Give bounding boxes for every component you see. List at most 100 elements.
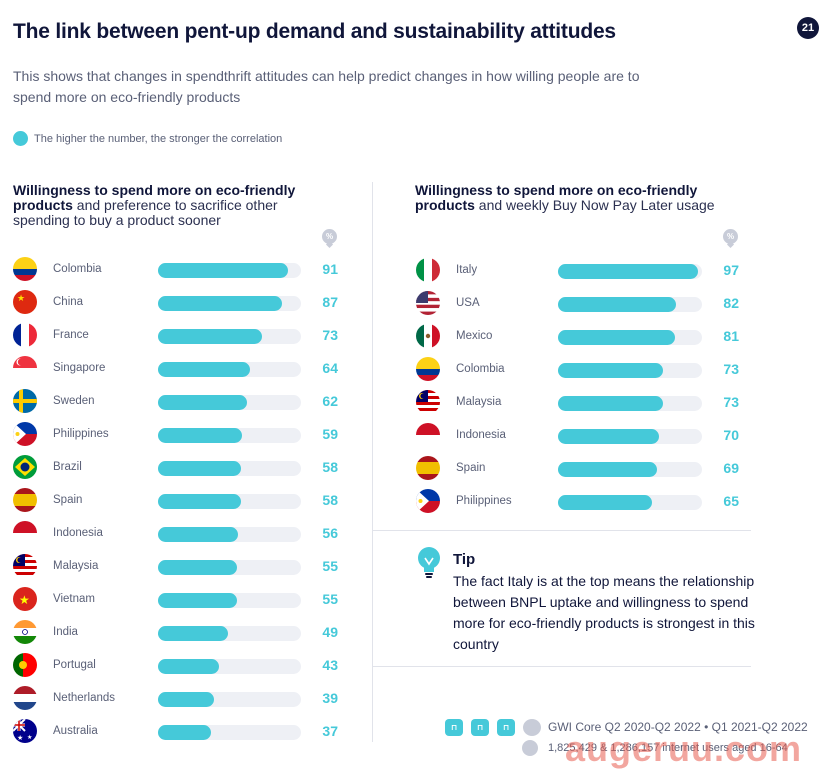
bar-australia [158,725,211,740]
category-label: Colombia [53,263,102,275]
survey-icon: ⊓ [471,719,489,736]
flag-singapore-icon [13,356,37,380]
category-label: Portugal [53,659,96,671]
flag-vietnam-icon: ★ [13,587,37,611]
bar-row: Mexico 81 [416,320,746,353]
bar-row: Sweden 62 [13,385,343,418]
svg-text:★: ★ [17,293,25,303]
bar-track [158,527,301,542]
bar-italy [558,264,698,279]
bar-row: Colombia 73 [416,353,746,386]
category-label: India [53,626,78,638]
bar-row: Brazil 58 [13,451,343,484]
tip-top-divider [372,530,751,531]
value-label: 37 [322,723,338,739]
value-label: 69 [723,460,739,476]
category-label: Spain [456,462,486,474]
bar-track [558,462,702,477]
flag-australia-icon: ★ ★ [13,719,37,743]
flag-spain-icon [13,488,37,512]
bar-indonesia [158,527,238,542]
lightbulb-icon [416,546,442,585]
flag-colombia-icon [416,357,440,381]
flag-italy-icon [416,258,440,282]
flag-malaysia-icon [13,554,37,578]
category-label: Italy [456,264,478,276]
flag-netherlands-icon [13,686,37,710]
svg-text:★: ★ [17,734,23,742]
bar-track [158,692,301,707]
left-chart-title-bold: Willingness to spend more on eco-friendl… [13,182,296,213]
bar-usa [558,297,676,312]
survey-icon: ⊓ [497,719,515,736]
category-label: Vietnam [53,593,95,605]
value-label: 49 [322,624,338,640]
flag-colombia-icon [13,257,37,281]
category-label: Mexico [456,330,493,342]
bar-row: Indonesia 70 [416,419,746,452]
category-label: Philippines [456,495,512,507]
legend-dot-icon [13,131,28,146]
bar-track [558,495,702,510]
flag-brazil-icon [13,455,37,479]
bar-portugal [158,659,219,674]
value-label: 62 [322,393,338,409]
tip-bottom-divider [372,666,751,667]
bar-vietnam [158,593,237,608]
right-chart-title: Willingness to spend more on eco-friendl… [415,183,755,213]
value-label: 55 [322,558,338,574]
category-label: China [53,296,84,308]
bar-row: Singapore 64 [13,352,343,385]
flag-sweden-icon [13,389,37,413]
right-chart-title-bold: Willingness to spend more on eco-friendl… [415,182,698,213]
bar-singapore [158,362,250,377]
bar-row: Malaysia 55 [13,550,343,583]
bar-indonesia [558,429,659,444]
flag-philippines-icon [416,489,440,513]
bar-track [158,329,301,344]
bar-row: Portugal 43 [13,649,343,682]
bar-row: ★ China 87 [13,286,343,319]
bar-china [158,296,282,311]
flag-malaysia-icon [416,390,440,414]
category-label: Netherlands [53,692,116,704]
value-label: 58 [322,459,338,475]
bar-track [158,659,301,674]
calendar-icon [523,719,541,736]
vertical-divider [372,182,373,742]
bar-row: Philippines 65 [416,485,746,518]
category-label: Malaysia [456,396,502,408]
bar-malaysia [558,396,663,411]
right-percent-icon: % [723,229,738,244]
category-label: Malaysia [53,560,99,572]
bar-track [158,296,301,311]
people-icon [522,740,538,756]
flag-usa-icon [416,291,440,315]
bar-brazil [158,461,241,476]
bar-row: Colombia 91 [13,253,343,286]
bar-track [158,560,301,575]
category-label: Brazil [53,461,82,473]
left-chart-title-rest: and preference to sacrifice other spendi… [13,197,278,228]
tip-title: Tip [453,551,476,568]
bar-track [158,428,301,443]
flag-philippines-icon [13,422,37,446]
bar-track [558,429,702,444]
tip-body: The fact Italy is at the top means the r… [453,573,755,652]
svg-text:★: ★ [27,734,32,741]
category-label: Singapore [53,362,106,374]
value-label: 43 [322,657,338,673]
bar-track [558,330,702,345]
category-label: Colombia [456,363,505,375]
bar-track [558,363,702,378]
bar-colombia [158,263,288,278]
flag-spain-icon [416,456,440,480]
survey-icon: ⊓ [445,719,463,736]
value-label: 81 [723,328,739,344]
bar-track [158,494,301,509]
page-number-badge: 21 [797,17,819,39]
bar-philippines [558,495,652,510]
bar-spain [158,494,241,509]
legend: The higher the number, the stronger the … [13,131,282,146]
bar-row: USA 82 [416,287,746,320]
